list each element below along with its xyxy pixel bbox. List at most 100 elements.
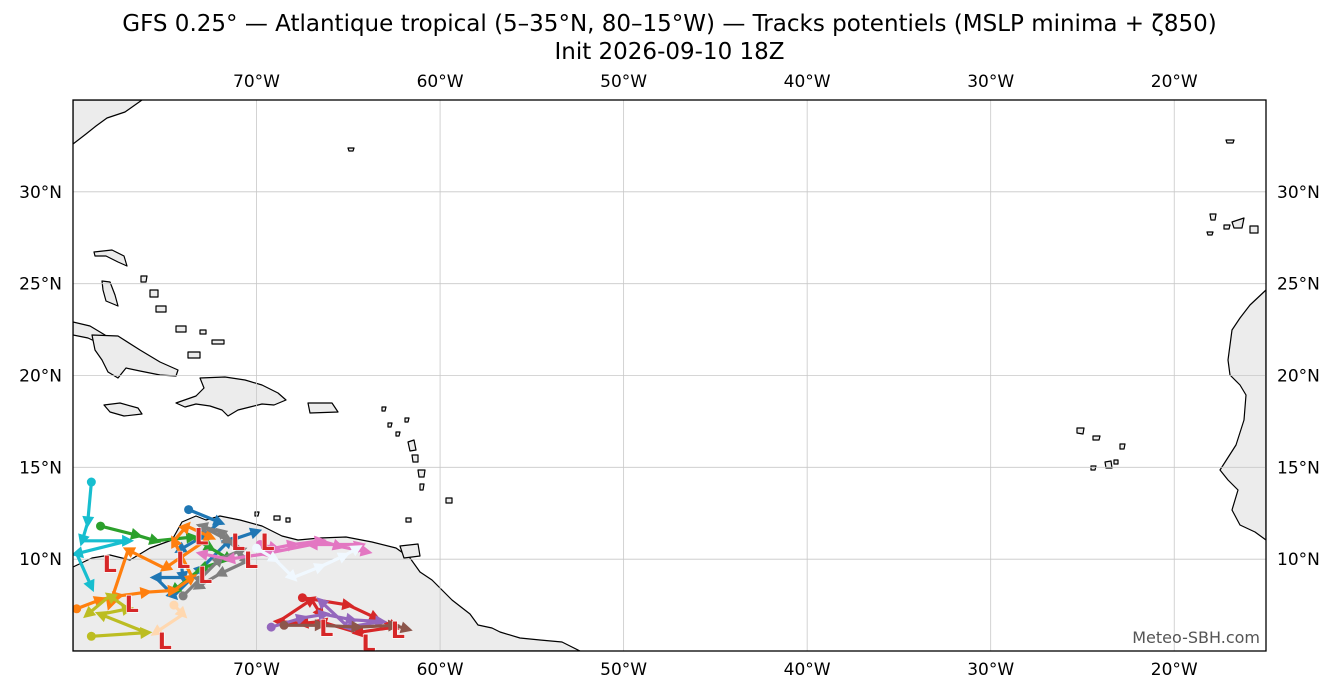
track-arrow <box>344 612 358 625</box>
lat-label-right: 30°N <box>1277 183 1320 203</box>
track-arrow <box>286 539 300 552</box>
madeira-land <box>1225 139 1235 144</box>
cuba-land <box>91 334 179 379</box>
low-pressure-marker: L <box>198 564 212 589</box>
track-line <box>75 480 130 589</box>
track-start-dot <box>252 543 262 553</box>
track-arrow <box>104 592 119 605</box>
lat-label-left: 10°N <box>19 550 62 570</box>
low-pressure-marker: L <box>231 531 245 556</box>
track-arrow <box>82 515 95 529</box>
track-arrow <box>214 565 228 577</box>
map-title: GFS 0.25° — Atlantique tropical (5–35°N,… <box>122 11 1217 37</box>
track-arrow <box>331 538 345 551</box>
track-arrow <box>183 574 198 586</box>
credit-label: Meteo-SBH.com <box>1132 628 1260 647</box>
lat-label-right: 20°N <box>1277 367 1320 387</box>
low-pressure-marker: L <box>361 632 375 657</box>
lon-label-top: 60°W <box>417 72 464 92</box>
track-arrow <box>122 547 137 559</box>
track-start-dot <box>178 591 188 601</box>
storm-tracks <box>73 477 413 641</box>
lon-label-top: 30°W <box>967 72 1014 92</box>
canary-islands-land <box>1206 213 1259 236</box>
track-arrow <box>167 584 180 597</box>
track-arrow <box>121 604 134 616</box>
bahamas-land <box>93 249 225 359</box>
track-12 <box>150 600 188 636</box>
track-arrow <box>266 550 281 563</box>
track-arrow <box>139 587 153 599</box>
track-line <box>181 524 249 598</box>
lon-label-bottom: 70°W <box>233 660 280 680</box>
trinidad-land <box>399 543 421 559</box>
track-arrow <box>374 615 388 628</box>
low-pressure-marker: L <box>319 617 333 642</box>
south-america-land <box>73 515 581 651</box>
track-start-dot <box>96 521 106 531</box>
low-pressure-marker: L <box>158 630 172 655</box>
track-start-dot <box>86 477 96 487</box>
track-arrow <box>195 560 210 573</box>
track-start-dot <box>184 505 194 515</box>
lon-label-top: 70°W <box>233 72 280 92</box>
track-arrow <box>159 559 174 572</box>
low-pressure-marker: L <box>261 531 275 556</box>
track-arrow <box>313 563 327 575</box>
lon-label-bottom: 60°W <box>417 660 464 680</box>
cape-verde-land <box>1076 427 1126 471</box>
track-arrow <box>336 552 351 564</box>
track-arrow <box>359 544 373 557</box>
track-arrow <box>223 552 236 565</box>
map-frame <box>72 99 1267 652</box>
track-arrow <box>399 621 413 634</box>
track-arrow <box>83 578 95 593</box>
track-8 <box>83 592 153 641</box>
track-arrow <box>148 533 162 545</box>
track-arrow <box>248 527 263 540</box>
track-arrow <box>149 571 162 584</box>
lat-label-left: 25°N <box>19 275 62 295</box>
africa-land <box>1219 289 1266 541</box>
lon-label-top: 40°W <box>784 72 831 92</box>
land-layer <box>73 100 1266 651</box>
track-arrow <box>202 539 216 552</box>
lon-label-top: 50°W <box>600 72 647 92</box>
track-arrow <box>202 529 217 541</box>
lesser-antilles-land <box>254 147 453 523</box>
lon-label-bottom: 30°W <box>967 660 1014 680</box>
track-arrow <box>317 609 331 622</box>
map-subtitle: Init 2026-09-10 18Z <box>554 39 785 65</box>
track-arrow <box>316 597 330 610</box>
track-arrow <box>314 619 327 632</box>
lat-label-left: 15°N <box>19 458 62 478</box>
low-pressure-marker: L <box>194 525 208 550</box>
track-arrow <box>92 596 107 608</box>
track-arrow <box>211 514 226 526</box>
track-arrow <box>387 619 401 632</box>
track-arrow <box>192 578 207 590</box>
track-start-dot <box>86 631 96 641</box>
track-arrow <box>195 548 209 561</box>
track-start-dot <box>266 622 276 632</box>
track-arrow <box>341 598 355 611</box>
track-arrow <box>94 610 109 623</box>
puerto-rico-land <box>307 402 339 414</box>
low-pressure-marker: L <box>125 593 139 618</box>
lat-label-right: 25°N <box>1277 275 1320 295</box>
track-arrow <box>294 613 309 626</box>
track-start-dot <box>279 620 289 630</box>
low-pressure-marker: L <box>391 619 405 644</box>
low-pressure-marker: L <box>244 549 258 574</box>
lon-label-bottom: 20°W <box>1151 660 1198 680</box>
axis-labels: 70°W 70°W 60°W 60°W 50°W 50°W 40°W 40°W 30°W 30°W… <box>19 72 1320 680</box>
track-arrow <box>73 546 84 559</box>
track-arrow <box>234 546 248 558</box>
jamaica-land <box>103 402 143 417</box>
lon-label-bottom: 40°W <box>784 660 831 680</box>
graticule <box>73 100 1266 651</box>
track-arrow <box>122 534 135 547</box>
lat-label-left: 20°N <box>19 367 62 387</box>
track-arrow <box>78 533 90 547</box>
